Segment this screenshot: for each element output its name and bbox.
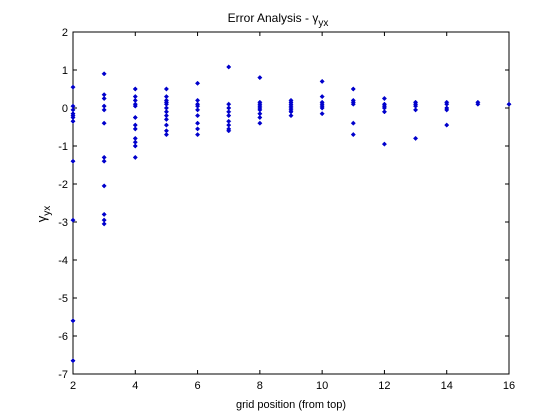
y-tick-label: -5: [58, 293, 68, 305]
data-point: [257, 75, 263, 81]
y-tick-label: -1: [58, 141, 68, 153]
data-point: [132, 86, 138, 92]
data-point: [319, 94, 325, 100]
chart-title: Error Analysis - γyx: [228, 11, 329, 29]
data-point: [163, 122, 169, 128]
data-point: [413, 135, 419, 141]
y-axis-label-subscript: yx: [42, 206, 53, 216]
data-point: [350, 132, 356, 138]
data-point: [101, 95, 107, 102]
data-point: [506, 101, 512, 107]
data-point: [132, 103, 138, 109]
x-tick-label: 8: [257, 380, 263, 392]
data-point: [381, 109, 387, 115]
data-point: [163, 132, 169, 138]
data-point: [70, 358, 76, 364]
y-axis-label-main: γ: [34, 215, 49, 222]
data-point: [195, 113, 201, 119]
data-point: [381, 141, 387, 147]
data-point: [101, 71, 107, 77]
data-point: [350, 101, 356, 107]
data-point: [444, 107, 450, 113]
data-points: [70, 64, 512, 364]
data-point: [163, 116, 169, 122]
data-point: [413, 107, 419, 113]
x-axis-label: grid position (from top): [236, 399, 346, 411]
data-point: [350, 120, 356, 126]
x-tick-label: 14: [441, 380, 453, 392]
data-point: [132, 126, 138, 132]
x-tick-label: 2: [70, 380, 76, 392]
data-point: [226, 113, 232, 119]
x-tick-label: 12: [378, 380, 390, 392]
plot-area: [72, 31, 510, 375]
data-point: [132, 114, 138, 121]
data-point: [101, 221, 107, 227]
y-tick-label: -6: [58, 331, 68, 343]
data-point: [195, 132, 201, 138]
chart-title-subscript: yx: [318, 18, 328, 29]
data-point: [101, 158, 107, 164]
data-point: [195, 120, 201, 126]
data-point: [444, 122, 450, 128]
data-point: [226, 64, 232, 70]
x-tick-label: 16: [503, 380, 515, 392]
y-tick-label: 2: [62, 27, 68, 39]
x-tick-label: 4: [132, 380, 138, 392]
data-point: [101, 183, 107, 189]
data-point: [319, 78, 325, 84]
data-point: [101, 211, 107, 217]
data-point: [195, 126, 201, 132]
y-tick-label: -3: [58, 217, 68, 229]
data-point: [288, 113, 294, 119]
data-point: [257, 120, 263, 126]
data-point: [319, 105, 325, 111]
data-point: [70, 158, 76, 164]
data-point: [350, 86, 356, 92]
chart-title-main: Error Analysis - γ: [228, 11, 319, 25]
data-point: [70, 84, 76, 90]
data-point: [70, 118, 76, 124]
x-tick-label: 10: [316, 380, 328, 392]
data-point: [226, 128, 232, 134]
y-tick-label: -2: [58, 179, 68, 191]
data-point: [195, 80, 201, 86]
y-tick-label: -4: [58, 255, 68, 267]
data-point: [101, 120, 107, 126]
data-point: [257, 114, 263, 121]
y-tick-label: 1: [62, 65, 68, 77]
data-point: [70, 318, 76, 324]
x-tick-label: 6: [195, 380, 201, 392]
y-tick-label: 0: [62, 103, 68, 115]
data-point: [475, 101, 481, 107]
data-point: [132, 154, 138, 160]
data-point: [70, 217, 76, 223]
data-point: [132, 143, 138, 149]
y-axis-label: γyx: [34, 206, 53, 223]
data-point: [163, 86, 169, 92]
data-point: [195, 107, 201, 113]
data-point: [319, 111, 325, 117]
data-point: [381, 95, 387, 102]
data-point: [101, 107, 107, 113]
y-tick-label: -7: [58, 369, 68, 381]
